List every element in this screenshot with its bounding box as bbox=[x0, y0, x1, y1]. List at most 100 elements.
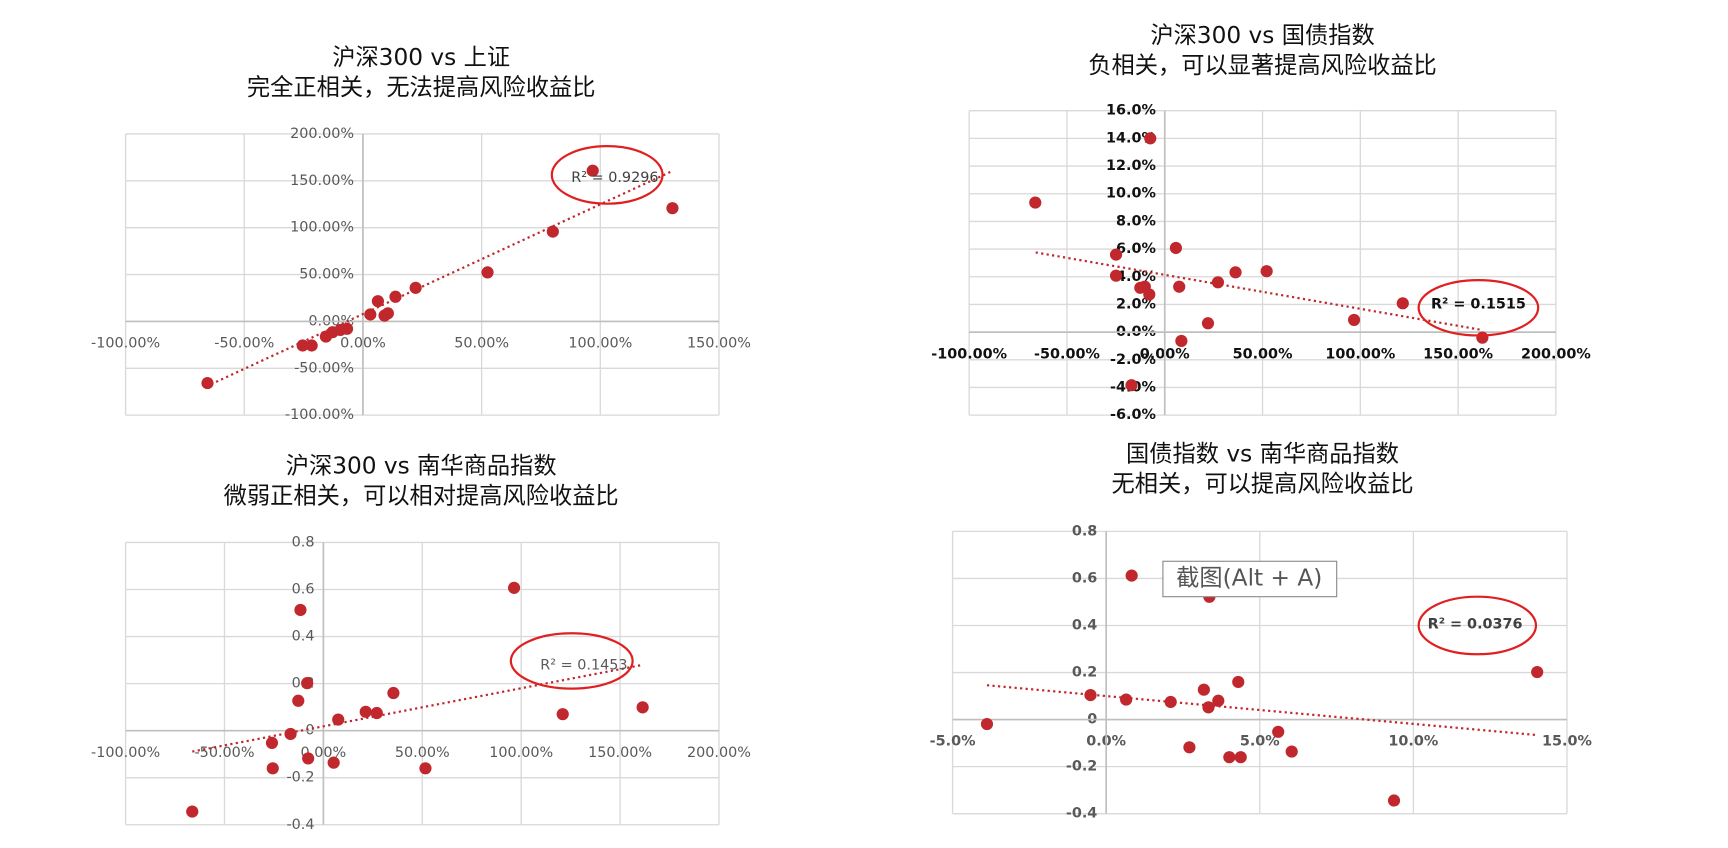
x-tick-label: -100.00% bbox=[931, 346, 1007, 362]
chart-title: 国债指数 vs 南华商品指数 bbox=[1126, 440, 1399, 467]
data-point bbox=[481, 266, 494, 279]
x-tick-label: 10.0% bbox=[1388, 734, 1438, 750]
data-point bbox=[1109, 269, 1123, 282]
y-tick-label: 50.00% bbox=[299, 267, 354, 283]
y-tick-label: 150.00% bbox=[290, 173, 354, 189]
data-point bbox=[387, 686, 400, 700]
y-tick-label: 10.0% bbox=[1106, 186, 1156, 202]
y-tick-label: -0.2 bbox=[286, 770, 314, 786]
data-point bbox=[332, 713, 345, 726]
data-point bbox=[666, 202, 679, 215]
data-point bbox=[1183, 741, 1196, 754]
x-tick-label: -100.00% bbox=[91, 745, 160, 761]
r-squared-label: R² = 0.1515 bbox=[1431, 296, 1526, 312]
x-tick-label: 150.00% bbox=[1423, 346, 1493, 362]
data-point bbox=[1175, 334, 1188, 348]
data-point bbox=[1197, 683, 1210, 696]
highlight-ellipse bbox=[550, 145, 664, 205]
y-tick-label: 16.0% bbox=[1106, 103, 1156, 119]
chart-subtitle: 无相关，可以提高风险收益比 bbox=[1112, 470, 1414, 497]
data-point bbox=[1396, 297, 1409, 310]
x-tick-label: 100.00% bbox=[568, 336, 632, 352]
data-point bbox=[1260, 265, 1273, 278]
data-point bbox=[1347, 313, 1361, 327]
y-tick-label: -2.0% bbox=[1110, 352, 1156, 368]
data-point bbox=[292, 694, 305, 707]
data-point bbox=[302, 752, 315, 765]
data-point bbox=[1169, 241, 1182, 255]
highlight-ellipse bbox=[1417, 278, 1540, 337]
data-point bbox=[381, 307, 394, 320]
y-tick-label: 2.0% bbox=[1116, 296, 1156, 312]
x-tick-label: 50.00% bbox=[454, 336, 509, 352]
data-point bbox=[301, 677, 314, 690]
tooltip-box bbox=[1162, 560, 1338, 598]
data-point bbox=[1223, 751, 1236, 764]
data-point bbox=[1084, 689, 1097, 702]
y-tick-label: 0.4 bbox=[292, 629, 315, 645]
x-tick-label: 150.00% bbox=[687, 336, 751, 352]
x-tick-label: 100.00% bbox=[1325, 346, 1395, 362]
data-point bbox=[294, 603, 307, 617]
data-point bbox=[586, 164, 599, 177]
data-point bbox=[265, 736, 279, 749]
chart-title: 沪深300 vs 上证 bbox=[332, 44, 510, 71]
x-tick-label: 200.00% bbox=[687, 745, 751, 761]
data-point bbox=[556, 708, 569, 721]
data-point bbox=[1201, 317, 1215, 330]
data-point bbox=[636, 701, 649, 714]
y-tick-label: 0.2 bbox=[1072, 665, 1097, 681]
data-point bbox=[507, 581, 521, 594]
y-tick-label: -6.0% bbox=[1110, 407, 1156, 423]
trendline bbox=[1035, 251, 1482, 331]
y-tick-label: 100.00% bbox=[290, 220, 354, 236]
x-tick-label: 50.00% bbox=[1233, 346, 1293, 362]
x-tick-label: 5.0% bbox=[1240, 734, 1280, 750]
y-tick-label: 0.6 bbox=[1072, 570, 1097, 586]
data-point bbox=[284, 727, 297, 741]
data-point bbox=[1285, 745, 1298, 758]
highlight-ellipse bbox=[1417, 595, 1538, 656]
data-point bbox=[1125, 379, 1138, 392]
trendline bbox=[192, 664, 641, 753]
data-point bbox=[980, 717, 994, 731]
y-tick-label: 14.0% bbox=[1106, 130, 1156, 146]
x-tick-label: 15.0% bbox=[1542, 734, 1592, 750]
data-point bbox=[340, 322, 354, 335]
chart-title: 沪深300 vs 南华商品指数 bbox=[286, 453, 557, 480]
y-tick-label: 200.00% bbox=[290, 126, 354, 142]
r-squared-label: R² = 0.1453 bbox=[540, 657, 627, 673]
chart-subtitle: 负相关，可以显著提高风险收益比 bbox=[1088, 52, 1437, 79]
x-tick-label: 150.00% bbox=[588, 745, 652, 761]
y-tick-label: -0.2 bbox=[1066, 759, 1097, 775]
data-point bbox=[1232, 675, 1245, 689]
r-squared-label: R² = 0.9296 bbox=[571, 170, 658, 186]
data-point bbox=[201, 376, 214, 390]
y-tick-label: 0.6 bbox=[292, 582, 315, 598]
data-point bbox=[1234, 751, 1247, 764]
chart-title: 沪深300 vs 国债指数 bbox=[1150, 22, 1374, 49]
y-tick-label: 6.0% bbox=[1116, 241, 1156, 257]
data-point bbox=[371, 295, 384, 308]
x-tick-label: -50.00% bbox=[214, 336, 274, 352]
data-point bbox=[546, 225, 559, 238]
data-point bbox=[296, 339, 309, 352]
data-point bbox=[1120, 693, 1133, 706]
data-point bbox=[1109, 248, 1123, 261]
y-tick-label: 12.0% bbox=[1106, 158, 1156, 174]
data-point bbox=[1272, 725, 1285, 738]
chart-subtitle: 完全正相关，无法提高风险收益比 bbox=[247, 74, 596, 101]
data-point bbox=[1125, 569, 1138, 582]
data-point bbox=[389, 290, 402, 303]
data-point bbox=[1531, 665, 1544, 679]
data-point bbox=[327, 756, 340, 769]
x-tick-label: 100.00% bbox=[489, 745, 553, 761]
x-tick-label: -50.00% bbox=[194, 745, 254, 761]
data-point bbox=[1229, 266, 1242, 279]
data-point bbox=[370, 706, 383, 720]
y-tick-label: -0.4 bbox=[1066, 806, 1097, 822]
data-point bbox=[1387, 794, 1401, 807]
data-point bbox=[359, 705, 372, 718]
x-tick-label: -100.00% bbox=[91, 336, 160, 352]
